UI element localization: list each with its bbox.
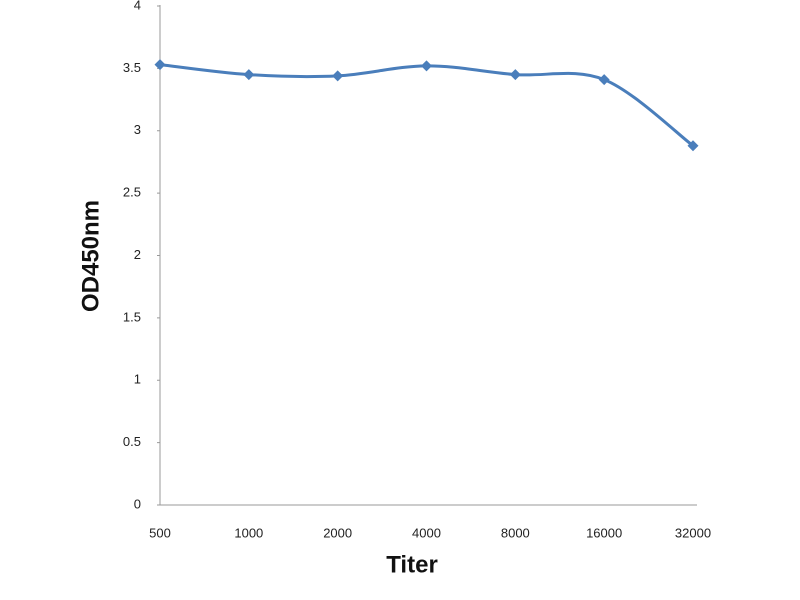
x-tick-label: 32000	[675, 525, 711, 540]
data-point	[154, 59, 166, 71]
y-tick-label: 2	[134, 247, 141, 262]
x-tick-label: 2000	[323, 525, 352, 540]
x-tick-label: 500	[149, 525, 171, 540]
y-tick-label: 1.5	[123, 309, 141, 324]
y-tick-label: 0.5	[123, 434, 141, 449]
data-point	[243, 69, 255, 81]
data-point	[687, 140, 699, 152]
data-point	[421, 60, 432, 72]
data-point	[332, 70, 344, 82]
x-tick-label: 4000	[412, 525, 441, 540]
y-tick-label: 4	[134, 0, 141, 12]
data-line	[159, 63, 694, 147]
x-tick-label: 16000	[586, 525, 622, 540]
y-tick-label: 3.5	[123, 60, 141, 75]
y-tick-label: 3	[134, 122, 141, 137]
x-tick-label: 8000	[501, 525, 530, 540]
y-tick-label: 2.5	[123, 185, 141, 200]
y-tick-label: 1	[134, 372, 141, 387]
y-axis-title: OD450nm	[77, 200, 104, 312]
x-axis-title: Titer	[386, 551, 438, 578]
x-tick-label: 1000	[234, 525, 263, 540]
data-point	[598, 74, 610, 86]
data-point	[509, 69, 521, 81]
y-tick-label: 0	[134, 496, 141, 511]
